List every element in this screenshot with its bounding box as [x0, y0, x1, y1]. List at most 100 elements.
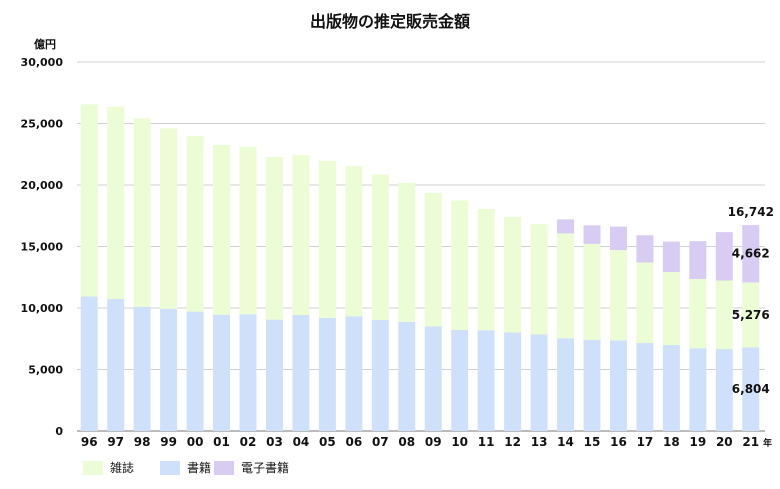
bar-segment: [265, 319, 283, 431]
bar-segment: [292, 315, 310, 431]
x-tick-label: 09: [425, 435, 442, 449]
y-tick-label: 30,000: [21, 56, 64, 69]
bar-segment: [239, 314, 257, 431]
bar-segment: [107, 299, 125, 431]
bar-segment: [662, 272, 680, 346]
bar-segment: [504, 332, 522, 431]
x-axis-suffix: 年: [763, 437, 772, 449]
y-tick-label: 15,000: [21, 241, 64, 254]
bar-segment: [689, 278, 707, 349]
bar-segment: [345, 166, 363, 317]
x-tick-label: 07: [372, 435, 389, 449]
y-axis-unit: 億円: [34, 37, 56, 51]
x-tick-label: 02: [240, 435, 257, 449]
bar-segment: [557, 219, 575, 234]
data-label: 4,662: [732, 247, 770, 261]
bar-segment: [715, 349, 733, 431]
bar-segment: [609, 340, 627, 431]
bar-segment: [636, 235, 654, 263]
legend-item: 電子書籍: [214, 460, 289, 475]
bar-segment: [398, 321, 416, 431]
x-tick-label: 19: [689, 435, 706, 449]
x-tick-label: 01: [213, 435, 230, 449]
x-tick-label: 04: [293, 435, 310, 449]
x-tick-label: 11: [478, 435, 495, 449]
x-tick-label: 20: [716, 435, 733, 449]
legend-item: 書籍: [160, 460, 211, 475]
x-tick-label: 17: [637, 435, 654, 449]
x-tick-label: 15: [584, 435, 601, 449]
legend-swatch: [83, 461, 103, 475]
x-tick-label: 99: [160, 435, 177, 449]
bar-segment: [318, 317, 336, 431]
bar-segment: [371, 319, 389, 431]
bar-segment: [451, 200, 469, 330]
x-tick-label: 06: [345, 435, 362, 449]
bar-segment: [424, 192, 442, 327]
y-tick-label: 10,000: [21, 302, 64, 315]
legend-swatch: [214, 461, 234, 475]
bar-segment: [583, 225, 601, 244]
legend-label: 書籍: [187, 460, 211, 475]
bar-segment: [371, 174, 389, 320]
bar-segment: [742, 282, 760, 348]
x-tick-label: 97: [107, 435, 124, 449]
bar-segment: [186, 136, 204, 312]
legend-item: 雑誌: [83, 460, 134, 475]
bar-segment: [662, 241, 680, 273]
x-axis-ticks: 96 97 98 99 00 01 02 03 04 05 06 07 08 09 10 11 12 13 14 15…: [81, 435, 759, 449]
x-tick-label: 96: [81, 435, 98, 449]
bar-segment: [213, 314, 231, 431]
bar-segment: [742, 225, 760, 283]
x-tick-label: 08: [398, 435, 415, 449]
x-tick-label: 98: [134, 435, 151, 449]
bar-segment: [689, 348, 707, 431]
y-tick-label: 0: [55, 425, 63, 438]
legend: 雑誌 書籍 電子書籍: [83, 460, 289, 475]
legend-label: 雑誌: [110, 460, 134, 475]
y-tick-label: 5,000: [28, 364, 63, 377]
bar-segment: [107, 106, 125, 300]
bar-segment: [213, 145, 231, 315]
bar-segment: [318, 160, 336, 318]
bar-segment: [715, 280, 733, 350]
bars: [80, 104, 760, 431]
x-tick-label: 12: [504, 435, 521, 449]
bar-segment: [424, 326, 442, 431]
bar-segment: [239, 146, 257, 315]
bar-segment: [742, 347, 760, 431]
x-tick-label: 05: [319, 435, 336, 449]
x-tick-label: 18: [663, 435, 680, 449]
bar-segment: [557, 233, 575, 339]
data-label: 5,276: [732, 308, 770, 322]
bar-segment: [160, 308, 178, 431]
x-tick-label: 10: [451, 435, 468, 449]
bar-segment: [133, 118, 151, 307]
grid: [77, 61, 765, 432]
legend-label: 電子書籍: [241, 460, 289, 475]
bar-segment: [265, 156, 283, 320]
data-label-total: 16,742: [728, 205, 774, 219]
x-tick-label: 13: [531, 435, 548, 449]
y-tick-label: 20,000: [21, 179, 64, 192]
bar-segment: [636, 343, 654, 431]
bar-segment: [345, 316, 363, 431]
bar-segment: [609, 250, 627, 341]
bar-segment: [398, 182, 416, 322]
x-tick-label: 00: [187, 435, 204, 449]
bar-segment: [583, 339, 601, 431]
bar-segment: [451, 329, 469, 431]
bar-segment: [477, 330, 495, 431]
bar-segment: [292, 155, 310, 316]
y-tick-label: 25,000: [21, 118, 64, 131]
data-label: 6,804: [732, 382, 770, 396]
bar-segment: [530, 224, 548, 335]
x-tick-label: 14: [557, 435, 574, 449]
bar-segment: [583, 243, 601, 340]
bar-segment: [636, 262, 654, 344]
bar-segment: [662, 345, 680, 431]
bar-segment: [80, 104, 98, 297]
legend-swatch: [160, 461, 180, 475]
bar-segment: [504, 217, 522, 333]
